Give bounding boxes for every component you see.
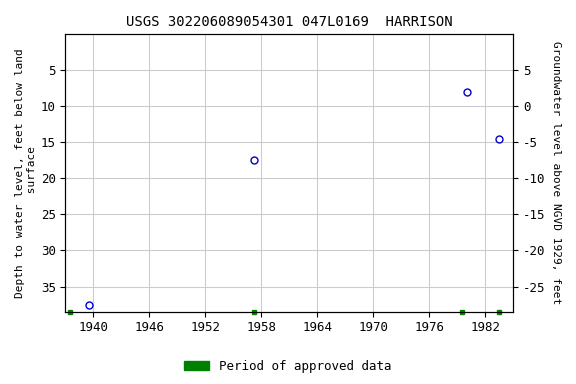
Y-axis label: Depth to water level, feet below land
 surface: Depth to water level, feet below land su…	[15, 48, 37, 298]
Y-axis label: Groundwater level above NGVD 1929, feet: Groundwater level above NGVD 1929, feet	[551, 41, 561, 305]
Title: USGS 302206089054301 047L0169  HARRISON: USGS 302206089054301 047L0169 HARRISON	[126, 15, 453, 29]
Legend: Period of approved data: Period of approved data	[179, 355, 397, 378]
